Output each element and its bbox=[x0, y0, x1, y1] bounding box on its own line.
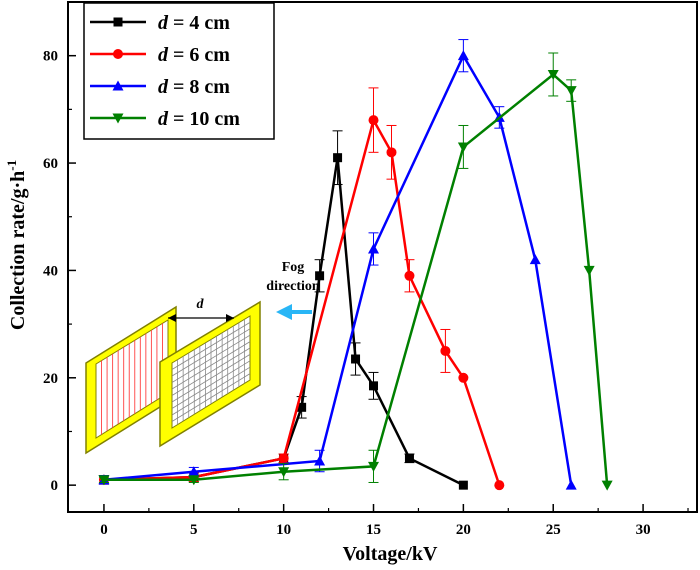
x-tick-label-0: 0 bbox=[100, 522, 108, 538]
legend-value: = 6 cm bbox=[168, 44, 230, 66]
gap-label: d bbox=[197, 297, 205, 312]
data-point bbox=[601, 480, 613, 491]
data-point bbox=[404, 453, 414, 463]
x-tick-label-20: 20 bbox=[456, 522, 471, 538]
data-point bbox=[314, 455, 326, 466]
y-axis-label-main: Collection rate/g·h bbox=[7, 171, 29, 330]
data-point bbox=[368, 243, 380, 254]
y-tick-label-0: 0 bbox=[51, 478, 59, 494]
x-tick-label-5: 5 bbox=[190, 522, 198, 538]
y-tick-label-40: 40 bbox=[43, 263, 58, 279]
y-tick-label-20: 20 bbox=[43, 371, 58, 387]
x-axis-label: Voltage/kV bbox=[343, 543, 438, 565]
mesh-h bbox=[171, 360, 251, 409]
data-point bbox=[440, 345, 451, 356]
electrode-illustration: d Fog direction bbox=[85, 260, 320, 455]
left-electrode-frame bbox=[85, 305, 177, 455]
data-point bbox=[565, 479, 577, 490]
legend-value: = 8 cm bbox=[168, 76, 230, 98]
data-point bbox=[188, 466, 200, 477]
data-point bbox=[369, 381, 379, 391]
data-point bbox=[494, 480, 505, 491]
fog-label-line1: Fog bbox=[282, 260, 305, 275]
legend-entry-0: d = 4 cm bbox=[158, 12, 230, 34]
y-tick-label-80: 80 bbox=[43, 49, 58, 65]
legend-entry-2: d = 8 cm bbox=[158, 76, 230, 98]
y-axis-label-sup: -1 bbox=[4, 160, 19, 171]
series-line-2 bbox=[103, 52, 573, 486]
x-tick-label-10: 10 bbox=[276, 522, 291, 538]
right-electrode-mesh bbox=[171, 319, 251, 425]
data-point bbox=[458, 372, 469, 383]
data-point bbox=[457, 142, 469, 153]
x-tick-label-15: 15 bbox=[366, 522, 381, 538]
mesh-h bbox=[171, 341, 251, 390]
y-axis-label: Collection rate/g·h-1 bbox=[4, 160, 29, 330]
data-point bbox=[529, 254, 541, 265]
data-point bbox=[404, 270, 415, 281]
legend-entry-3: d = 10 cm bbox=[158, 108, 240, 130]
legend-marker-2 bbox=[112, 80, 124, 91]
legend: d = 4 cmd = 6 cmd = 8 cmd = 10 cm bbox=[83, 2, 275, 140]
x-tick-label-25: 25 bbox=[546, 522, 561, 538]
right-electrode-frame bbox=[159, 300, 261, 448]
legend-var: d bbox=[158, 76, 169, 98]
legend-var: d bbox=[158, 44, 169, 66]
legend-value: = 10 cm bbox=[168, 108, 240, 130]
axes bbox=[67, 1, 698, 513]
data-point bbox=[278, 467, 290, 478]
data-point bbox=[547, 69, 559, 80]
mesh-h bbox=[171, 347, 251, 396]
data-point bbox=[278, 453, 289, 464]
plot-series bbox=[98, 39, 613, 491]
legend-entry-1: d = 6 cm bbox=[158, 44, 230, 66]
mesh-h bbox=[171, 366, 251, 416]
data-point bbox=[368, 115, 379, 126]
legend-marker-3 bbox=[112, 113, 124, 124]
plot-frame bbox=[67, 1, 698, 513]
legend-marker-0 bbox=[113, 17, 123, 27]
data-point bbox=[386, 147, 397, 158]
data-point bbox=[98, 475, 110, 486]
mesh-h bbox=[171, 328, 251, 377]
legend-var: d bbox=[158, 12, 169, 34]
ticks: 0 5 10 15 20 25 30 0 20 40 60 80 bbox=[43, 49, 689, 538]
y-tick-label-60: 60 bbox=[43, 156, 58, 172]
data-point bbox=[188, 475, 200, 486]
data-point bbox=[458, 480, 468, 490]
legend-var: d bbox=[158, 108, 169, 130]
mesh-h bbox=[171, 334, 251, 383]
data-point bbox=[368, 461, 380, 472]
fog-label-line2: direction bbox=[266, 279, 320, 294]
data-point bbox=[583, 265, 595, 276]
left-electrode-wires bbox=[101, 323, 163, 435]
mesh-h bbox=[171, 322, 251, 370]
data-point bbox=[315, 271, 325, 281]
gap-dimension: d bbox=[168, 297, 234, 322]
data-point bbox=[297, 402, 307, 412]
legend-value: = 4 cm bbox=[168, 12, 230, 34]
series-3 bbox=[98, 52, 613, 491]
data-point bbox=[351, 354, 361, 364]
legend-marker-1 bbox=[113, 49, 123, 59]
x-tick-label-30: 30 bbox=[636, 522, 651, 538]
mesh-h bbox=[171, 354, 251, 403]
series-2 bbox=[98, 39, 577, 490]
data-point bbox=[565, 86, 577, 97]
mesh-h bbox=[171, 373, 251, 422]
data-point bbox=[457, 50, 469, 61]
data-point bbox=[333, 153, 343, 163]
fog-arrow bbox=[276, 304, 312, 320]
